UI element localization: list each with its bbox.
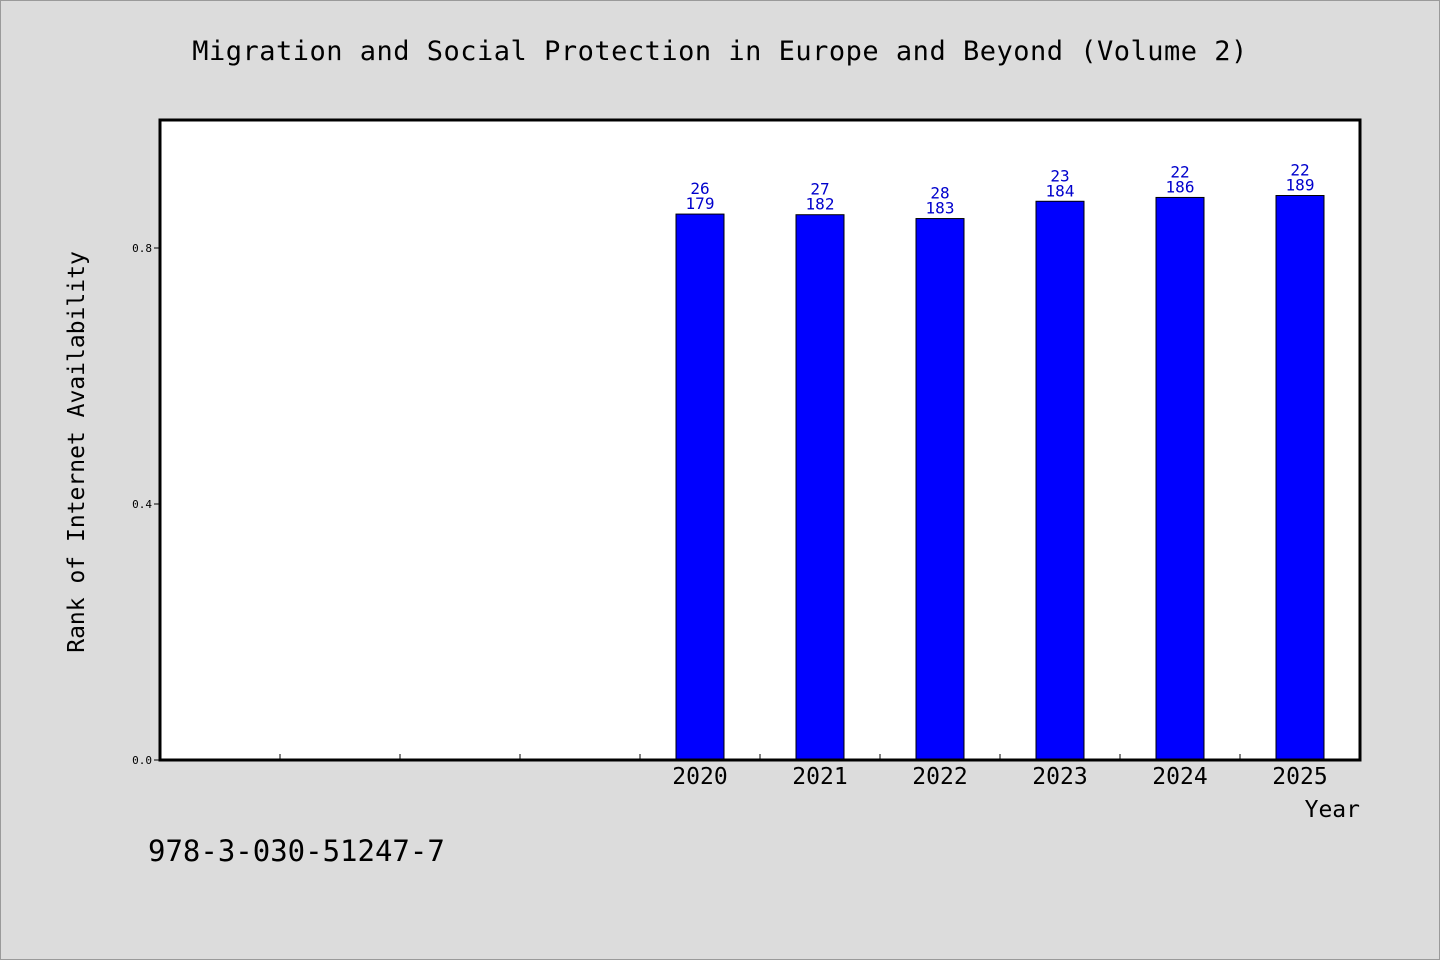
y-axis-label: Rank of Internet Availability [64,251,90,653]
bar-label-bottom: 182 [806,195,835,214]
chart-title: Migration and Social Protection in Europ… [192,36,1248,67]
bar-label-top: 22 [1290,161,1309,180]
x-tick-label: 2020 [672,764,727,790]
bar-label-bottom: 184 [1046,181,1075,200]
bar-label-top: 23 [1050,166,1069,185]
bar [1155,196,1205,761]
y-tick-label: 0.0 [132,754,152,767]
bar-label-top: 22 [1170,162,1189,181]
bar-label-top: 28 [930,184,949,203]
x-tick-label: 2022 [912,764,967,790]
bar [1275,195,1325,761]
plot-border [158,118,1362,762]
x-axis-label: Year [1305,797,1360,823]
bar [1035,200,1085,761]
isbn-label: 978-3-030-51247-7 [148,834,445,868]
x-tick-label: 2024 [1152,764,1207,790]
y-tick-label: 0.8 [132,242,152,255]
x-tick-label: 2021 [792,764,847,790]
ticks-group: 0.0 0.4 0.8 2020 2021 2022 2023 2024 2025 [132,242,1328,790]
x-tick-label: 2025 [1272,764,1327,790]
bar-label-bottom: 186 [1166,177,1195,196]
bar-label-top: 26 [690,179,709,198]
bar-label-bottom: 183 [926,199,955,218]
bar-label-bottom: 189 [1286,176,1315,195]
bar [915,218,965,761]
x-tick-label: 2023 [1032,764,1087,790]
bar [795,214,845,761]
bar-label-top: 27 [810,180,829,199]
bar-label-bottom: 179 [686,194,715,213]
y-tick-label: 0.4 [132,498,152,511]
bar [675,213,725,761]
